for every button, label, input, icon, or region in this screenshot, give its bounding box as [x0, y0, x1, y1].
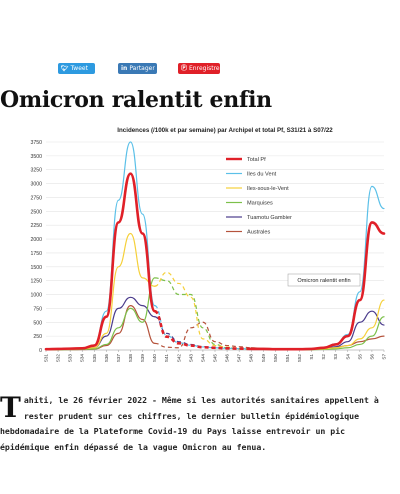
- x-tick-label: S48: [249, 354, 254, 363]
- x-tick-label: S50: [273, 354, 278, 363]
- y-tick-label: 3250: [30, 168, 42, 174]
- y-tick-label: 250: [33, 334, 42, 340]
- y-tick-label: 1500: [30, 265, 42, 271]
- y-tick-label: 1250: [30, 279, 42, 285]
- x-tick-label: S36: [104, 354, 109, 363]
- x-tick-label: S44: [200, 354, 205, 363]
- article-headline: Omicron ralentit enfin: [0, 87, 272, 113]
- pinterest-icon: Ⓟ: [181, 65, 188, 72]
- x-tick-label: S46: [225, 354, 230, 363]
- series-line-4-recent: [250, 310, 385, 350]
- x-tick-label: S31: [44, 354, 49, 363]
- tweet-label: Tweet: [70, 65, 88, 72]
- tweet-button[interactable]: 🐦︎ Tweet: [58, 63, 95, 74]
- linkedin-icon: in: [121, 65, 128, 72]
- y-tick-label: 3500: [30, 154, 42, 160]
- series-line-1-dashed: [154, 305, 252, 350]
- x-tick-label: S2: [321, 354, 326, 360]
- x-tick-label: S43: [188, 354, 193, 363]
- annotation-text: Omicron ralentit enfin: [297, 278, 350, 284]
- x-tick-label: S6: [369, 354, 374, 360]
- legend-label: Tuamotu Gambier: [247, 215, 292, 221]
- series-line-0-solid: [44, 172, 156, 351]
- y-tick-label: 3750: [30, 140, 42, 146]
- x-tick-label: S45: [213, 354, 218, 363]
- annotation-box: [287, 273, 361, 287]
- series-line-5-dashed: [154, 321, 252, 349]
- share-label: Partager: [129, 65, 155, 72]
- x-tick-label: S32: [56, 354, 61, 363]
- legend-label: Iles-sous-le-Vent: [247, 186, 289, 192]
- y-tick-label: 750: [33, 306, 42, 312]
- y-tick-label: 1000: [30, 293, 42, 299]
- legend-label: Australes: [247, 230, 271, 236]
- x-tick-label: S1: [309, 354, 314, 360]
- y-tick-label: 3000: [30, 182, 42, 188]
- y-tick-label: 500: [33, 320, 42, 326]
- x-tick-label: S33: [68, 354, 73, 363]
- y-tick-label: 2750: [30, 195, 42, 201]
- x-tick-label: S40: [152, 354, 157, 363]
- save-label: Enregistrer: [189, 65, 223, 72]
- linkedin-share-button[interactable]: in Partager: [118, 63, 157, 74]
- chart-title: Incidences (/100k et par semaine) par Ar…: [117, 127, 333, 134]
- legend-label: Iles du Vent: [247, 172, 277, 178]
- x-tick-label: S42: [176, 354, 181, 363]
- series-line-3-solid: [45, 277, 156, 351]
- pinterest-save-button[interactable]: Ⓟ Enregistrer: [178, 63, 223, 74]
- x-tick-label: S34: [80, 354, 85, 363]
- x-tick-label: S35: [92, 354, 97, 363]
- x-tick-label: S4: [345, 354, 350, 360]
- x-tick-label: S51: [285, 354, 290, 363]
- series-line-3-recent: [250, 316, 385, 351]
- x-tick-label: S7: [382, 354, 387, 360]
- x-tick-label: S37: [116, 354, 121, 363]
- series-line-0-dashed: [154, 309, 252, 351]
- article-lead-text: ahiti, le 26 février 2022 - Même si les …: [0, 395, 379, 452]
- y-tick-label: 2250: [30, 223, 42, 229]
- incidence-chart: Incidences (/100k et par semaine) par Ar…: [18, 122, 394, 370]
- series-line-4-dashed: [154, 316, 252, 350]
- share-bar: 🐦︎ Tweet in Partager Ⓟ Enregistrer: [58, 63, 228, 75]
- y-tick-label: 0: [39, 348, 42, 354]
- x-tick-label: S41: [164, 354, 169, 363]
- dropcap-letter: T: [0, 391, 21, 424]
- legend-label: Total Pf: [247, 157, 266, 163]
- chart-svg: Incidences (/100k et par semaine) par Ar…: [30, 127, 387, 363]
- y-tick-label: 2000: [30, 237, 42, 243]
- twitter-icon: 🐦︎: [61, 65, 69, 72]
- x-tick-label: S5: [357, 354, 362, 360]
- x-tick-label: S49: [261, 354, 266, 363]
- x-tick-label: S39: [140, 354, 145, 363]
- series-line-0-recent: [249, 221, 386, 351]
- x-tick-label: S47: [237, 354, 242, 363]
- x-tick-label: S3: [333, 354, 338, 360]
- x-tick-label: S52: [297, 354, 302, 363]
- y-tick-label: 1750: [30, 251, 42, 257]
- x-tick-label: S38: [128, 354, 133, 363]
- legend-label: Marquises: [247, 201, 273, 207]
- y-tick-label: 2500: [30, 209, 42, 215]
- article-body: T ahiti, le 26 février 2022 - Même si le…: [0, 393, 380, 455]
